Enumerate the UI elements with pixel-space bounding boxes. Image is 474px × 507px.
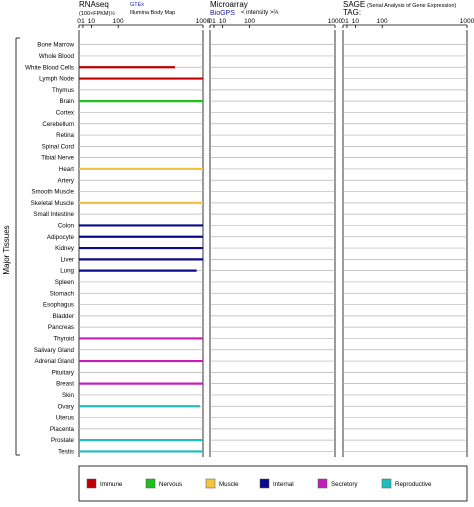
tissue-label-colon: Colon [58, 222, 75, 229]
x-tick-label: 100 [244, 18, 255, 25]
tissue-label-artery: Artery [57, 177, 74, 184]
tissue-label-adrenal-gland: Adrenal Gland [34, 358, 74, 365]
legend: Immune Nervous Muscle Internal Secretory Repr… [78, 465, 468, 502]
tissue-label-prostate: Prostate [51, 437, 75, 444]
x-tick-label: 100 [113, 18, 124, 25]
microarray-header: Microarray BioGPS < intensity >⅔ [210, 0, 278, 17]
legend-label-internal: Internal [273, 481, 294, 488]
legend-swatch-reproductive [381, 478, 392, 489]
tissue-label-tibial-nerve: Tibial Nerve [41, 155, 74, 162]
tissue-label-cortex: Cortex [56, 109, 75, 116]
legend-swatch-internal [259, 478, 270, 489]
legend-label-nervous: Nervous [159, 481, 182, 488]
biogps-link[interactable]: BioGPS [210, 10, 235, 17]
sage-title: SAGE [343, 0, 365, 9]
x-tick-label: 1 [212, 18, 216, 25]
tissue-label-kidney: Kidney [55, 245, 75, 252]
x-tick-label: 1000 [460, 18, 474, 25]
tissue-label-bladder: Bladder [53, 313, 74, 320]
rnaseq-subtitle: (100×FPKM)½ [79, 10, 115, 17]
tissue-label-placenta: Placenta [50, 426, 75, 433]
x-tick-label: 0 [341, 18, 345, 25]
rnaseq-title: RNAseq [79, 0, 109, 9]
legend-label-immune: Immune [100, 481, 123, 488]
tissue-label-pancreas: Pancreas [48, 324, 74, 331]
legend-swatch-muscle [205, 478, 216, 489]
tissue-label-thymus: Thymus [52, 87, 74, 94]
tissue-label-spleen: Spleen [55, 279, 75, 286]
tissue-label-white-blood-cells: White Blood Cells [25, 64, 74, 71]
tissue-label-liver: Liver [61, 256, 74, 263]
illumina-body-map-label: Illumina Body Map [130, 10, 175, 16]
tissue-label-stomach: Stomach [50, 290, 75, 297]
x-tick-label: 1 [345, 18, 349, 25]
x-tick-label: 0 [77, 18, 81, 25]
gtex-link[interactable]: GTEx [130, 2, 144, 8]
sage-tag-label: TAG: [343, 8, 361, 17]
y-axis-label: Major Tissues [2, 225, 11, 274]
tissue-label-spinal-cord: Spinal Cord [42, 143, 75, 150]
tissue-label-cerebellum: Cerebellum [42, 121, 74, 128]
tissue-label-esophagus: Esophagus [43, 302, 74, 309]
rnaseq-header: RNAseq (100×FPKM)½ GTEx Illumina Body Ma… [79, 0, 175, 17]
tissue-label-heart: Heart [59, 166, 74, 173]
tissue-label-testis: Testis [58, 448, 74, 455]
sage-header: SAGE (Serial Analysis of Gene Expression… [343, 0, 456, 17]
tissue-label-retina: Retina [56, 132, 74, 139]
tissue-label-small-intestine: Small Intestine [33, 211, 74, 218]
tissue-label-breast: Breast [56, 381, 74, 388]
tissue-label-lymph-node: Lymph Node [39, 76, 74, 83]
x-tick-label: 100 [377, 18, 388, 25]
x-tick-label: 1000 [328, 18, 343, 25]
x-tick-label: 10 [352, 18, 360, 25]
tissue-label-skeletal-muscle: Skeletal Muscle [31, 200, 75, 207]
tissue-label-skin: Skin [62, 392, 75, 399]
legend-swatch-nervous [145, 478, 156, 489]
tissue-label-lung: Lung [60, 268, 74, 275]
microarray-subtitle: < intensity >⅔ [241, 10, 278, 16]
legend-box [78, 465, 468, 502]
x-tick-label: 1000 [196, 18, 211, 25]
microarray-title: Microarray [210, 0, 248, 9]
tissue-label-bone-marrow: Bone Marrow [37, 42, 74, 49]
legend-label-secretory: Secretory [331, 481, 358, 488]
legend-label-reproductive: Reproductive [395, 481, 432, 488]
sage-subtitle: (Serial Analysis of Gene Expression) [367, 3, 456, 9]
tissue-label-smooth-muscle: Smooth Muscle [31, 189, 74, 196]
legend-label-muscle: Muscle [219, 481, 239, 488]
x-tick-label: 1 [81, 18, 85, 25]
legend-swatch-secretory [317, 478, 328, 489]
tissue-label-uterus: Uterus [56, 415, 74, 422]
tissue-label-pituitary: Pituitary [52, 369, 75, 376]
tissue-label-adipocyte: Adipocyte [47, 234, 75, 241]
tissue-label-brain: Brain [60, 98, 75, 105]
x-tick-label: 10 [88, 18, 96, 25]
tissue-label-salivary-gland: Salivary Gland [34, 347, 75, 354]
tissue-label-whole-blood: Whole Blood [39, 53, 75, 60]
x-tick-label: 10 [219, 18, 227, 25]
x-tick-label: 0 [208, 18, 212, 25]
legend-swatch-immune [86, 478, 97, 489]
tissue-label-thyroid: Thyroid [53, 335, 74, 342]
tissue-label-ovary: Ovary [57, 403, 74, 410]
